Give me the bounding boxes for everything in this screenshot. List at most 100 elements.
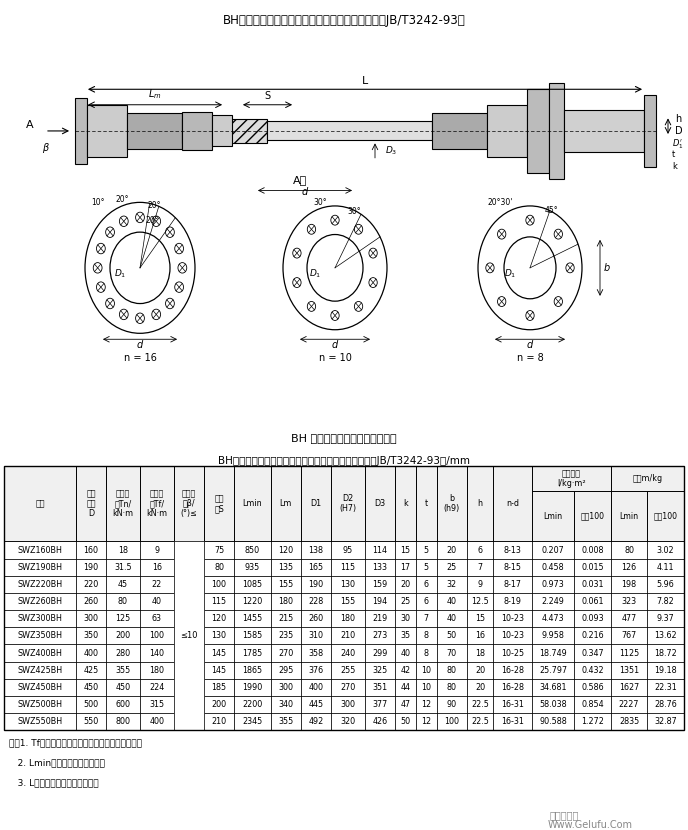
Text: 10: 10	[421, 666, 431, 675]
Text: 10°: 10°	[92, 198, 105, 207]
Bar	[301, 662, 331, 679]
Text: 425: 425	[83, 666, 98, 675]
Text: d: d	[527, 340, 533, 350]
Text: 1.272: 1.272	[581, 717, 604, 726]
Text: 58.038: 58.038	[539, 700, 567, 709]
Bar	[611, 696, 647, 713]
Bar	[174, 713, 204, 730]
Bar	[106, 610, 140, 627]
Text: 20°: 20°	[116, 196, 129, 204]
Bar	[204, 662, 234, 679]
Bar	[271, 466, 301, 541]
Bar	[365, 610, 395, 627]
Bar	[174, 662, 204, 679]
Text: 426: 426	[372, 717, 387, 726]
Bar	[647, 576, 684, 593]
Bar	[76, 662, 106, 679]
Text: 228: 228	[308, 597, 323, 606]
Bar	[140, 644, 174, 662]
Bar	[365, 679, 395, 696]
Bar	[174, 466, 204, 541]
Text: 4.11: 4.11	[657, 563, 674, 572]
Bar	[76, 593, 106, 610]
Bar	[365, 627, 395, 644]
Text: 18: 18	[118, 545, 128, 554]
Bar	[533, 466, 611, 491]
Text: 50: 50	[400, 717, 411, 726]
Text: 8-15: 8-15	[504, 563, 522, 572]
Bar	[533, 627, 574, 644]
Bar	[76, 644, 106, 662]
Bar	[331, 576, 365, 593]
Text: 9.958: 9.958	[541, 632, 565, 641]
Text: 8-13: 8-13	[504, 545, 522, 554]
Text: 200: 200	[211, 700, 226, 709]
Bar	[301, 713, 331, 730]
Bar	[4, 713, 76, 730]
Bar	[493, 466, 533, 541]
Bar	[76, 610, 106, 627]
Text: 115: 115	[341, 563, 356, 572]
Text: 40: 40	[447, 597, 457, 606]
Text: 351: 351	[372, 683, 387, 692]
Text: n-d: n-d	[506, 500, 519, 508]
Text: 0.061: 0.061	[581, 597, 603, 606]
Text: 135: 135	[278, 563, 293, 572]
Text: 0.432: 0.432	[581, 666, 604, 675]
Text: 165: 165	[308, 563, 323, 572]
Bar	[140, 593, 174, 610]
Bar	[416, 466, 437, 541]
Bar	[564, 110, 644, 153]
Text: 10-23: 10-23	[501, 632, 524, 641]
Text: 0.458: 0.458	[542, 563, 565, 572]
Bar	[76, 576, 106, 593]
Bar	[395, 627, 416, 644]
Bar	[611, 491, 647, 541]
Text: 63: 63	[152, 614, 162, 623]
Text: 9: 9	[154, 545, 160, 554]
Text: 1785: 1785	[242, 648, 263, 657]
Text: 公称转
矩Tn/
kN·m: 公称转 矩Tn/ kN·m	[112, 490, 133, 518]
Text: 270: 270	[341, 683, 356, 692]
Bar	[331, 559, 365, 576]
Text: 358: 358	[308, 648, 323, 657]
Text: t: t	[424, 500, 428, 508]
Bar	[611, 644, 647, 662]
Bar	[271, 593, 301, 610]
Bar	[416, 593, 437, 610]
Bar	[271, 541, 301, 559]
Bar	[533, 559, 574, 576]
Bar	[467, 466, 493, 541]
Bar	[234, 696, 271, 713]
Bar	[647, 491, 684, 541]
Text: 800: 800	[116, 717, 131, 726]
Text: 295: 295	[278, 666, 294, 675]
Text: $D_1$: $D_1$	[504, 267, 516, 280]
Text: 转动惯量
I/kg·m²: 转动惯量 I/kg·m²	[557, 469, 586, 488]
Bar	[301, 644, 331, 662]
Bar	[140, 662, 174, 679]
Text: 477: 477	[621, 614, 636, 623]
Text: 45°: 45°	[545, 206, 559, 215]
Text: 12: 12	[421, 717, 431, 726]
Bar	[331, 466, 365, 541]
Bar	[140, 466, 174, 541]
Text: 0.347: 0.347	[581, 648, 604, 657]
Bar	[365, 541, 395, 559]
Bar	[365, 559, 395, 576]
Bar	[76, 466, 106, 541]
Text: 6: 6	[424, 597, 429, 606]
Bar	[533, 696, 574, 713]
Bar	[574, 696, 611, 713]
Text: 9: 9	[477, 580, 482, 588]
Bar	[395, 466, 416, 541]
Text: 140: 140	[149, 648, 164, 657]
Bar	[140, 679, 174, 696]
Text: S: S	[264, 91, 270, 101]
Bar	[437, 466, 467, 541]
Text: 180: 180	[341, 614, 356, 623]
Text: 4.473: 4.473	[542, 614, 565, 623]
Bar	[395, 576, 416, 593]
Bar	[234, 541, 271, 559]
Text: BH 型标准伸缩焊接式万向联轴器: BH 型标准伸缩焊接式万向联轴器	[291, 432, 397, 443]
